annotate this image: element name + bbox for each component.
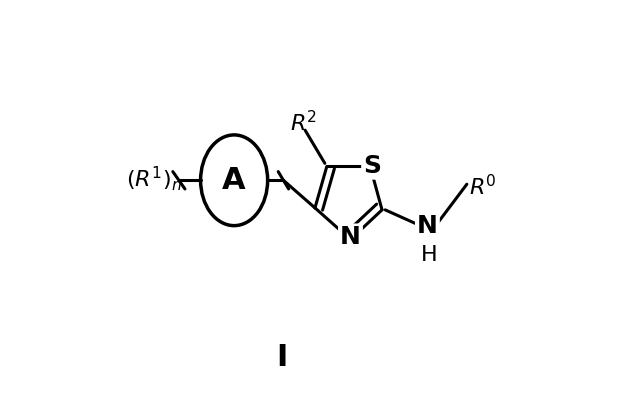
Text: I: I xyxy=(276,343,287,372)
Text: $R^2$: $R^2$ xyxy=(289,110,317,136)
Text: $R^0$: $R^0$ xyxy=(469,174,496,199)
Text: A: A xyxy=(222,166,246,195)
Text: N: N xyxy=(340,226,361,250)
Text: $(R^1)_n$: $(R^1)_n$ xyxy=(126,164,182,193)
Text: S: S xyxy=(363,154,381,178)
Text: H: H xyxy=(421,245,438,265)
Text: N: N xyxy=(417,214,438,238)
